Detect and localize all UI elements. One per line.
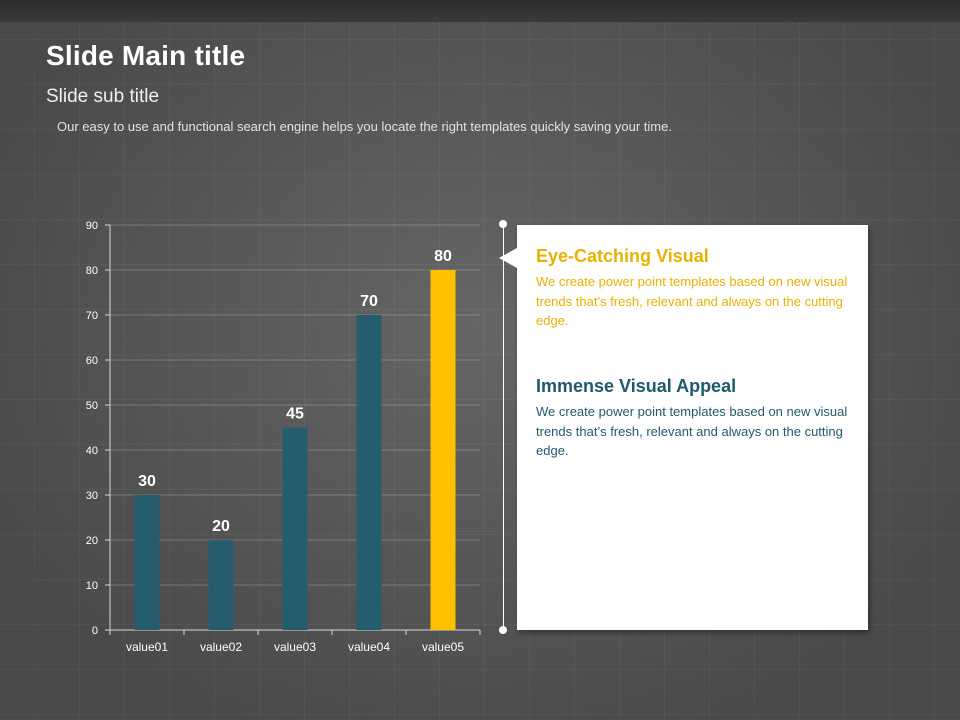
data-label: 70 xyxy=(360,293,378,310)
x-tick-label: value02 xyxy=(200,640,242,654)
y-tick-label: 10 xyxy=(86,580,98,592)
bar-value03 xyxy=(282,427,308,630)
feature-immense-appeal: Immense Visual Appeal We create power po… xyxy=(536,376,861,461)
x-tick-label: value04 xyxy=(348,640,390,654)
feature-title: Immense Visual Appeal xyxy=(536,376,737,396)
connector-dot-top xyxy=(499,220,507,228)
slide-subtitle: Slide sub title xyxy=(46,86,160,107)
feature-text: We create power point templates based on… xyxy=(536,404,848,458)
top-band xyxy=(0,0,960,22)
y-tick-label: 60 xyxy=(86,355,98,367)
data-label: 20 xyxy=(212,518,230,535)
slide-title: Slide Main title xyxy=(46,40,246,71)
bar-value04 xyxy=(356,315,382,630)
data-label: 45 xyxy=(286,406,304,423)
data-label: 30 xyxy=(138,473,156,490)
y-tick-label: 80 xyxy=(86,265,98,277)
callout-connector-line xyxy=(503,224,504,630)
data-label: 80 xyxy=(434,248,452,265)
x-tick-label: value01 xyxy=(126,640,168,654)
feature-text: We create power point templates based on… xyxy=(536,274,848,328)
y-tick-label: 0 xyxy=(92,625,98,637)
callout-pointer xyxy=(499,248,517,268)
y-tick-label: 20 xyxy=(86,535,98,547)
bar-value01 xyxy=(134,495,160,630)
y-tick-label: 30 xyxy=(86,490,98,502)
slide-description: Our easy to use and functional search en… xyxy=(57,119,672,134)
x-tick-label: value05 xyxy=(422,640,464,654)
feature-title: Eye-Catching Visual xyxy=(536,246,709,266)
connector-dot-bottom xyxy=(499,626,507,634)
y-tick-label: 70 xyxy=(86,310,98,322)
callout-box xyxy=(517,225,868,630)
bar-value02 xyxy=(208,540,234,630)
y-tick-label: 90 xyxy=(86,220,98,232)
y-tick-label: 40 xyxy=(86,445,98,457)
bar-value05 xyxy=(430,270,456,630)
y-tick-label: 50 xyxy=(86,400,98,412)
x-tick-label: value03 xyxy=(274,640,316,654)
feature-eye-catching: Eye-Catching Visual We create power poin… xyxy=(536,246,861,331)
